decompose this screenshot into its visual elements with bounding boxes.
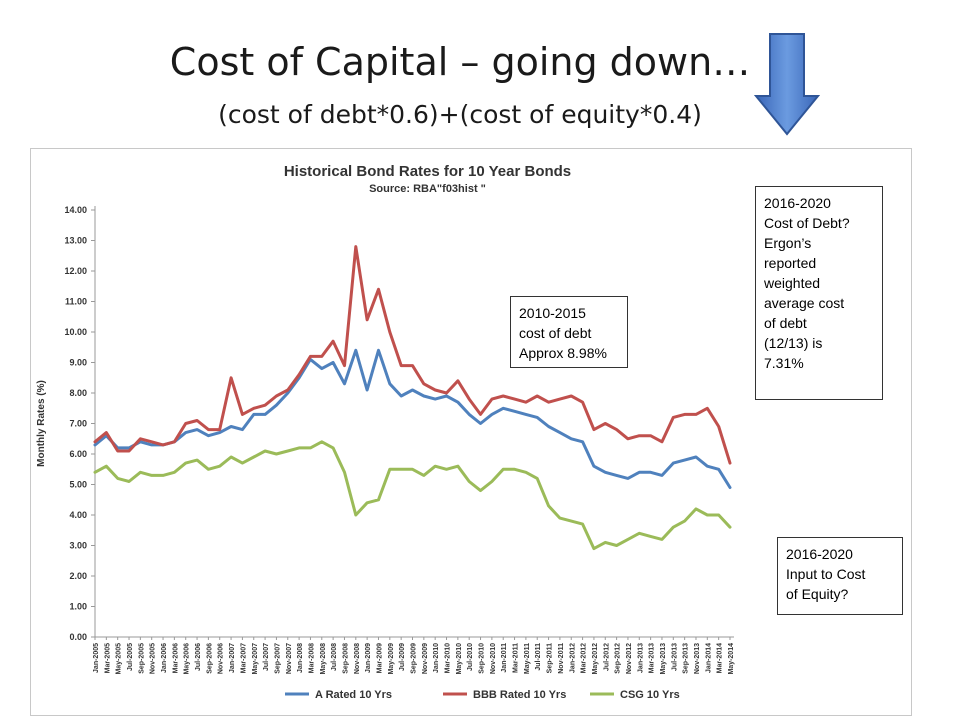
x-tick-label: Mar-2011 bbox=[513, 643, 520, 673]
x-tick-label: Nov-2010 bbox=[490, 643, 497, 674]
x-tick-label: May-2011 bbox=[524, 643, 531, 674]
y-tick-label: 10.00 bbox=[64, 327, 87, 337]
y-tick-label: 2.00 bbox=[69, 571, 87, 581]
x-tick-label: Nov-2011 bbox=[558, 643, 565, 674]
x-tick-label: Jul-2012 bbox=[603, 643, 610, 671]
x-tick-label: Sep-2008 bbox=[342, 643, 349, 674]
x-tick-label: Nov-2008 bbox=[354, 643, 361, 674]
x-tick-label: May-2005 bbox=[116, 643, 123, 675]
x-tick-label: Mar-2009 bbox=[376, 643, 383, 673]
x-tick-label: May-2007 bbox=[252, 643, 259, 675]
x-tick-label: Mar-2007 bbox=[240, 643, 247, 673]
y-tick-label: 13.00 bbox=[64, 236, 87, 246]
x-tick-label: Mar-2005 bbox=[104, 643, 111, 673]
chart-subtitle: Source: RBA"f03hist " bbox=[369, 183, 486, 195]
y-tick-label: 4.00 bbox=[69, 510, 87, 520]
x-tick-label: Jan-2013 bbox=[637, 643, 644, 673]
y-tick-label: 6.00 bbox=[69, 449, 87, 459]
ergon-cost-of-debt-note: 2016-2020 Cost of Debt? Ergon’s reported… bbox=[755, 186, 883, 400]
x-tick-label: Sep-2012 bbox=[615, 643, 622, 674]
x-tick-label: Jan-2008 bbox=[297, 643, 304, 673]
x-tick-label: May-2014 bbox=[728, 643, 735, 675]
x-tick-label: Sep-2013 bbox=[683, 643, 690, 674]
x-tick-label: Nov-2013 bbox=[694, 643, 701, 674]
x-tick-label: Jul-2006 bbox=[195, 643, 202, 671]
x-tick-label: Mar-2006 bbox=[172, 643, 179, 673]
x-tick-label: Mar-2014 bbox=[717, 643, 724, 673]
y-tick-label: 12.00 bbox=[64, 266, 87, 276]
x-tick-label: Jan-2012 bbox=[569, 643, 576, 673]
x-tick-label: May-2009 bbox=[388, 643, 395, 675]
down-arrow-icon bbox=[752, 30, 822, 138]
x-tick-label: Jul-2010 bbox=[467, 643, 474, 671]
x-tick-label: Jan-2010 bbox=[433, 643, 440, 673]
x-tick-label: Nov-2012 bbox=[626, 643, 633, 674]
x-tick-label: Sep-2006 bbox=[206, 643, 213, 674]
x-tick-label: Mar-2008 bbox=[308, 643, 315, 673]
y-tick-label: 5.00 bbox=[69, 480, 87, 490]
cost-of-equity-note: 2016-2020 Input to Cost of Equity? bbox=[777, 537, 903, 615]
y-tick-label: 1.00 bbox=[69, 602, 87, 612]
x-tick-label: May-2006 bbox=[184, 643, 191, 675]
y-tick-label: 0.00 bbox=[69, 632, 87, 642]
x-tick-label: Mar-2010 bbox=[445, 643, 452, 673]
x-tick-label: Nov-2007 bbox=[286, 643, 293, 674]
x-tick-label: Jul-2011 bbox=[535, 643, 542, 671]
x-tick-label: Sep-2005 bbox=[138, 643, 145, 674]
x-tick-label: May-2012 bbox=[592, 643, 599, 675]
x-tick-label: Jul-2008 bbox=[331, 643, 338, 671]
chart-title: Historical Bond Rates for 10 Year Bonds bbox=[284, 163, 571, 180]
y-tick-label: 14.00 bbox=[64, 205, 87, 215]
legend-label-1: A Rated 10 Yrs bbox=[315, 689, 392, 701]
x-tick-label: Nov-2006 bbox=[218, 643, 225, 674]
series-line-3 bbox=[95, 442, 730, 549]
x-tick-label: Sep-2010 bbox=[479, 643, 486, 674]
x-tick-label: Jan-2009 bbox=[365, 643, 372, 673]
x-tick-label: Nov-2005 bbox=[150, 643, 157, 674]
x-tick-label: May-2013 bbox=[660, 643, 667, 675]
x-tick-label: Nov-2009 bbox=[422, 643, 429, 674]
series-line-1 bbox=[95, 350, 730, 487]
x-tick-label: Jan-2011 bbox=[501, 643, 508, 673]
x-tick-label: Jan-2005 bbox=[93, 643, 100, 673]
x-tick-label: Jul-2009 bbox=[399, 643, 406, 671]
y-axis-label: Monthly Rates (%) bbox=[36, 380, 47, 467]
x-tick-label: Sep-2009 bbox=[411, 643, 418, 674]
legend-label-2: BBB Rated 10 Yrs bbox=[473, 689, 566, 701]
y-tick-label: 3.00 bbox=[69, 541, 87, 551]
y-tick-label: 11.00 bbox=[65, 297, 87, 307]
x-tick-label: Jul-2005 bbox=[127, 643, 134, 671]
cost-of-debt-note: 2010-2015 cost of debt Approx 8.98% bbox=[510, 296, 628, 368]
x-tick-label: Jan-2014 bbox=[705, 643, 712, 673]
x-tick-label: Sep-2007 bbox=[274, 643, 281, 674]
y-tick-label: 8.00 bbox=[69, 388, 87, 398]
x-tick-label: Jan-2007 bbox=[229, 643, 236, 673]
legend-label-3: CSG 10 Yrs bbox=[620, 689, 680, 701]
x-tick-label: Sep-2011 bbox=[547, 643, 554, 673]
x-tick-label: Mar-2012 bbox=[581, 643, 588, 673]
x-tick-label: Jan-2006 bbox=[161, 643, 168, 673]
x-tick-label: Jul-2007 bbox=[263, 643, 270, 671]
x-tick-label: May-2010 bbox=[456, 643, 463, 675]
y-tick-label: 7.00 bbox=[69, 419, 87, 429]
x-tick-label: May-2008 bbox=[320, 643, 327, 675]
x-tick-label: Jul-2013 bbox=[671, 643, 678, 671]
y-tick-label: 9.00 bbox=[69, 358, 87, 368]
x-tick-label: Mar-2013 bbox=[649, 643, 656, 673]
